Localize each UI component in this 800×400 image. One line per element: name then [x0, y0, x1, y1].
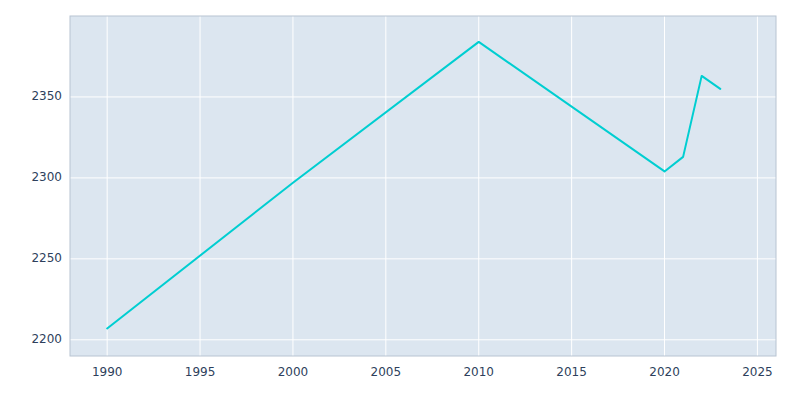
- x-grid-line: [200, 16, 201, 356]
- y-grid-line: [70, 339, 776, 340]
- x-grid-line: [664, 16, 665, 356]
- plot-background: [70, 16, 776, 356]
- y-tick-label: 2250: [31, 251, 62, 265]
- x-grid-line: [385, 16, 386, 356]
- x-tick-label: 2015: [556, 365, 587, 379]
- chart-container: 2200 2250 2300 2350 1990 1995 2000 2005 2010 2015…: [0, 0, 800, 400]
- x-tick-label: 2020: [649, 365, 680, 379]
- x-grid-line: [107, 16, 108, 356]
- data-line: [107, 42, 720, 329]
- y-grid-line: [70, 177, 776, 178]
- y-tick-label: 2300: [31, 170, 62, 184]
- data-layer: [107, 42, 720, 329]
- y-grid-line: [70, 96, 776, 97]
- x-grid-line: [571, 16, 572, 356]
- chart-svg: 2200 2250 2300 2350 1990 1995 2000 2005 2010 2015…: [0, 0, 800, 400]
- x-tick-label: 2010: [463, 365, 494, 379]
- x-tick-label: 2025: [742, 365, 773, 379]
- x-tick-label: 2000: [278, 365, 309, 379]
- y-tick-label: 2350: [31, 89, 62, 103]
- y-tick-label: 2200: [31, 332, 62, 346]
- x-tick-label: 2005: [371, 365, 402, 379]
- x-tick-label: 1995: [185, 365, 216, 379]
- grid: [70, 16, 776, 356]
- plot-frame: [70, 16, 776, 356]
- x-grid-line: [757, 16, 758, 356]
- tick-labels: 2200 2250 2300 2350 1990 1995 2000 2005 2010 2015…: [31, 89, 772, 379]
- x-grid-line: [478, 16, 479, 356]
- x-tick-label: 1990: [92, 365, 123, 379]
- x-grid-line: [292, 16, 293, 356]
- y-grid-line: [70, 258, 776, 259]
